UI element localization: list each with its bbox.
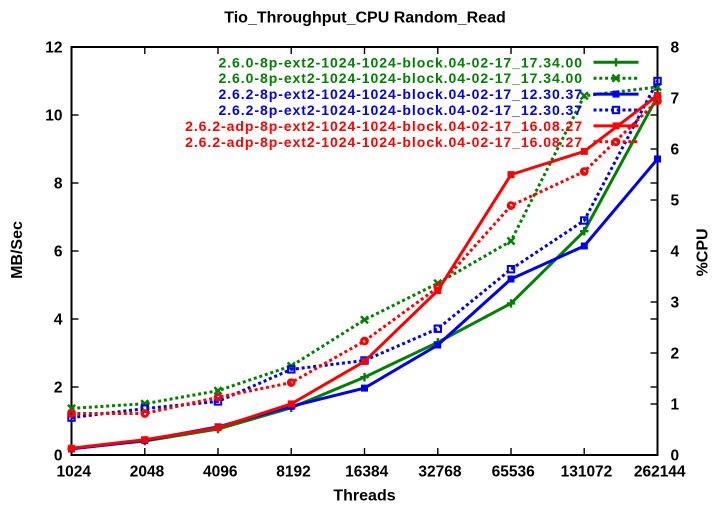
svg-text:2: 2	[54, 380, 63, 397]
svg-text:1024: 1024	[56, 464, 91, 481]
svg-text:2.6.0-8p-ext2-1024-1024-block.: 2.6.0-8p-ext2-1024-1024-block.04-02-17_1…	[218, 54, 583, 70]
svg-text:3: 3	[671, 295, 680, 312]
svg-text:16384: 16384	[345, 464, 388, 481]
svg-text:8: 8	[54, 176, 63, 193]
svg-text:2.6.2-8p-ext2-1024-1024-block.: 2.6.2-8p-ext2-1024-1024-block.04-02-17_1…	[218, 102, 583, 118]
svg-text:1: 1	[671, 397, 680, 414]
svg-text:Tio_Throughput_CPU Random_Read: Tio_Throughput_CPU Random_Read	[224, 10, 506, 27]
svg-text:2.6.2-adp-8p-ext2-1024-1024-bl: 2.6.2-adp-8p-ext2-1024-1024-block.04-02-…	[185, 118, 583, 134]
svg-text:0: 0	[671, 448, 680, 465]
svg-text:65536: 65536	[492, 464, 535, 481]
svg-text:8: 8	[671, 40, 680, 57]
svg-text:MB/Sec: MB/Sec	[9, 221, 26, 279]
svg-text:6: 6	[671, 142, 680, 159]
svg-text:8192: 8192	[276, 464, 310, 481]
svg-text:%CPU: %CPU	[695, 228, 712, 276]
svg-text:2.6.2-8p-ext2-1024-1024-block.: 2.6.2-8p-ext2-1024-1024-block.04-02-17_1…	[218, 86, 583, 102]
svg-text:10: 10	[45, 108, 62, 125]
svg-text:32768: 32768	[418, 464, 461, 481]
svg-text:Threads: Threads	[333, 488, 395, 505]
svg-text:2: 2	[671, 346, 680, 363]
svg-text:2.6.0-8p-ext2-1024-1024-block.: 2.6.0-8p-ext2-1024-1024-block.04-02-17_1…	[218, 70, 583, 86]
svg-text:131072: 131072	[561, 464, 613, 481]
svg-text:0: 0	[54, 448, 63, 465]
svg-text:4: 4	[671, 244, 680, 261]
svg-text:7: 7	[671, 91, 680, 108]
svg-text:262144: 262144	[634, 464, 686, 481]
svg-text:6: 6	[54, 244, 63, 261]
svg-text:2048: 2048	[130, 464, 165, 481]
svg-text:5: 5	[671, 193, 680, 210]
svg-text:12: 12	[45, 40, 62, 57]
svg-text:4: 4	[54, 312, 63, 329]
svg-text:2.6.2-adp-8p-ext2-1024-1024-bl: 2.6.2-adp-8p-ext2-1024-1024-block.04-02-…	[185, 134, 583, 150]
svg-text:4096: 4096	[203, 464, 238, 481]
